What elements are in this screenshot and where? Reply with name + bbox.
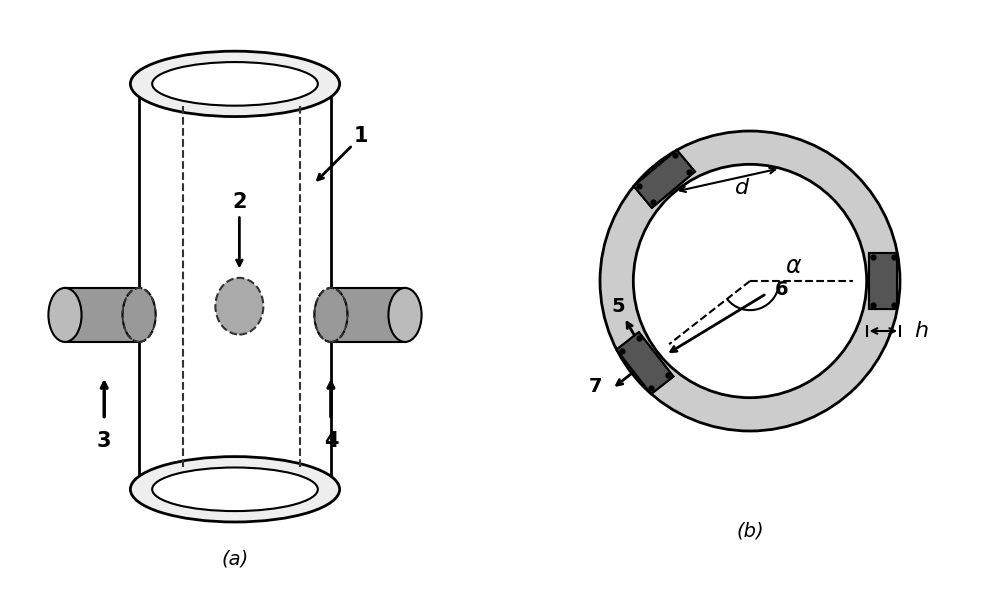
Ellipse shape <box>600 131 900 431</box>
Polygon shape <box>640 158 688 200</box>
Text: $h$: $h$ <box>914 321 928 341</box>
Polygon shape <box>625 339 665 387</box>
Text: 3: 3 <box>97 431 111 452</box>
Text: 2: 2 <box>232 192 247 211</box>
Polygon shape <box>616 332 673 394</box>
Polygon shape <box>633 150 689 201</box>
Ellipse shape <box>388 288 422 342</box>
Ellipse shape <box>48 288 82 342</box>
Text: 6: 6 <box>774 280 788 299</box>
Text: 1: 1 <box>354 126 369 146</box>
Text: (b): (b) <box>736 522 764 540</box>
Ellipse shape <box>130 456 340 522</box>
Polygon shape <box>880 253 887 309</box>
Text: $d$: $d$ <box>734 178 750 198</box>
Ellipse shape <box>215 278 263 334</box>
Polygon shape <box>878 253 898 309</box>
Ellipse shape <box>314 288 347 342</box>
Text: 5: 5 <box>611 298 625 317</box>
Polygon shape <box>616 338 666 394</box>
Ellipse shape <box>152 468 318 511</box>
Ellipse shape <box>123 288 156 342</box>
Ellipse shape <box>152 62 318 106</box>
Polygon shape <box>624 332 674 389</box>
Text: $\alpha$: $\alpha$ <box>785 254 802 278</box>
Polygon shape <box>639 157 695 208</box>
Polygon shape <box>331 288 405 342</box>
Bar <box>139 84 331 489</box>
Text: (a): (a) <box>221 549 249 569</box>
Text: 7: 7 <box>589 377 602 396</box>
Polygon shape <box>869 253 888 309</box>
Text: 4: 4 <box>324 431 338 452</box>
Polygon shape <box>634 150 695 208</box>
Polygon shape <box>65 288 139 342</box>
Polygon shape <box>869 253 897 309</box>
Ellipse shape <box>633 164 867 398</box>
Ellipse shape <box>130 51 340 116</box>
